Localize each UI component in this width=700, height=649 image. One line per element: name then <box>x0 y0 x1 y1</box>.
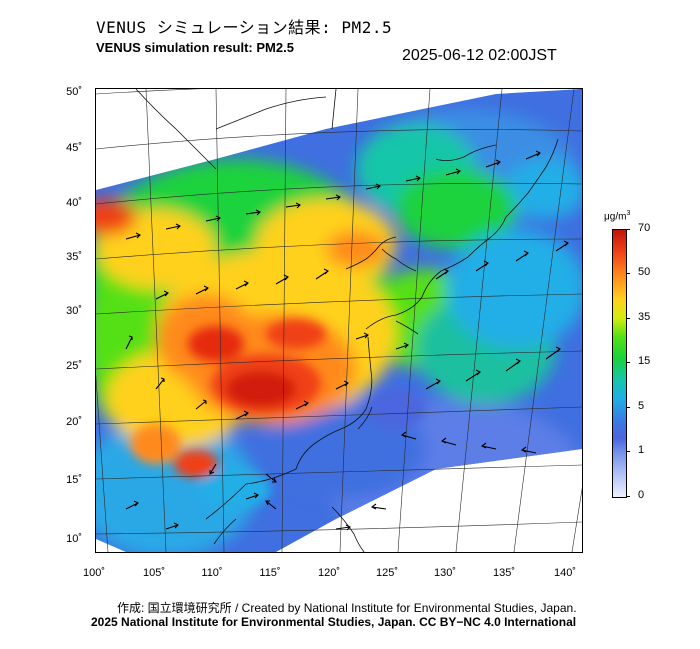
colorbar <box>612 229 627 498</box>
colorbar-tickmark <box>626 496 630 497</box>
colorbar-tick-label: 1 <box>638 444 645 456</box>
colorbar-tickmark <box>626 318 630 319</box>
pm25-map <box>95 88 583 553</box>
concentration-field <box>96 89 582 552</box>
title-english: VENUS simulation result: PM2.5 <box>96 40 294 55</box>
colorbar-tickmark <box>626 407 630 408</box>
map-canvas <box>96 89 582 552</box>
lon-tick-label: 105˚ <box>142 567 166 579</box>
lat-tick-label: 25˚ <box>66 360 82 372</box>
lat-tick-label: 20˚ <box>66 416 82 428</box>
lon-tick-label: 130˚ <box>433 567 457 579</box>
lon-tick-label: 120˚ <box>317 567 341 579</box>
title-japanese: VENUS シミュレーション結果: PM2.5 <box>96 18 393 37</box>
colorbar-tick-label: 35 <box>638 311 651 323</box>
lat-tick-label: 35˚ <box>66 251 82 263</box>
lat-tick-label: 15˚ <box>66 474 82 486</box>
lat-tick-label: 50˚ <box>66 86 82 98</box>
colorbar-tickmark <box>626 229 630 230</box>
copyright-line: 2025 National Institute for Environmenta… <box>91 615 577 629</box>
lon-tick-label: 100˚ <box>82 567 106 579</box>
colorbar-unit: μg/m3 <box>604 210 631 223</box>
forecast-timestamp: 2025-06-12 02:00JST <box>402 47 557 64</box>
colorbar-tickmark <box>626 362 630 363</box>
colorbar-tickmark <box>626 273 630 274</box>
lat-tick-label: 10˚ <box>66 533 82 545</box>
lon-tick-label: 115˚ <box>259 567 281 579</box>
lat-tick-label: 45˚ <box>66 142 82 154</box>
colorbar-tickmark <box>626 451 630 452</box>
colorbar-tick-label: 0 <box>638 489 645 501</box>
lon-tick-label: 110˚ <box>201 567 223 579</box>
colorbar-tick-label: 15 <box>638 355 651 367</box>
colorbar-tick-label: 50 <box>638 266 651 278</box>
credit-line: 作成: 国立環境研究所 / Created by National Instit… <box>117 601 577 615</box>
lon-tick-label: 135˚ <box>492 567 516 579</box>
colorbar-tick-label: 5 <box>638 400 645 412</box>
colorbar-tick-label: 70 <box>638 222 651 234</box>
lon-tick-label: 140˚ <box>553 567 577 579</box>
lon-tick-label: 125˚ <box>375 567 399 579</box>
wind-vectors <box>125 150 569 531</box>
lat-tick-label: 30˚ <box>66 305 82 317</box>
lat-tick-label: 40˚ <box>66 197 82 209</box>
coastlines <box>135 89 559 552</box>
